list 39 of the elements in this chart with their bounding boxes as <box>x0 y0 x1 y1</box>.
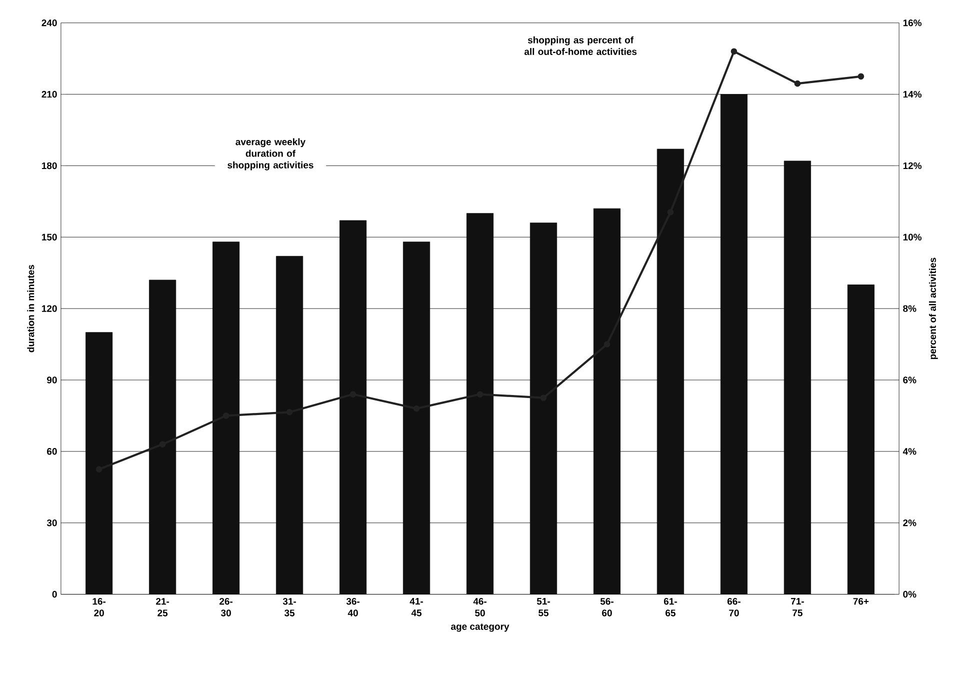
x-tick-label: 16- 20 <box>92 598 106 616</box>
y-tick-label: 90 <box>47 376 57 384</box>
annotation: average weekly duration of shopping activities <box>228 138 314 170</box>
x-axis-title: age category <box>451 623 510 632</box>
y2-tick-label: 10% <box>903 234 922 240</box>
x-tick-label: 76+ <box>853 598 869 605</box>
y2-tick-label: 6% <box>903 376 916 384</box>
y2-tick-label: 2% <box>903 519 916 526</box>
annotation: shopping as percent of all out-of-home activities <box>524 36 637 55</box>
y-tick-label: 180 <box>42 162 57 169</box>
x-tick-label: 41- 45 <box>410 598 423 616</box>
x-tick-label: 36- 40 <box>346 598 360 616</box>
x-tick-label: 66- 70 <box>727 598 740 616</box>
x-tick-label: 21- 25 <box>156 598 170 616</box>
point <box>794 80 801 87</box>
point <box>730 48 738 54</box>
y2-tick-label: 14% <box>903 90 922 98</box>
y2-tick-label: 8% <box>903 305 916 312</box>
y2-tick-label: 12% <box>903 162 922 169</box>
x-tick-label: 51- 55 <box>536 598 550 616</box>
point <box>858 73 864 80</box>
x-tick-label: 46- 50 <box>473 598 486 616</box>
y-axis-title: duration in minutes <box>27 264 34 352</box>
x-tick-label: 26- 30 <box>220 598 233 616</box>
x-tick-label: 56- 60 <box>600 598 614 616</box>
y-tick-label: 0 <box>52 590 57 598</box>
y-tick-label: 30 <box>46 519 57 526</box>
y-tick-label: 210 <box>42 90 57 98</box>
y-tick-label: 60 <box>47 448 57 455</box>
y2-tick-label: 4% <box>902 448 916 455</box>
y2-axis-title: percent of all activities <box>929 258 938 359</box>
x-tick-label: 31- 35 <box>282 598 296 616</box>
y-tick-label: 150 <box>42 234 57 240</box>
x-tick-label: 71- 75 <box>791 598 804 616</box>
y2-tick-label: 16% <box>903 19 922 26</box>
x-tick-label: 61- 65 <box>664 598 677 616</box>
y-tick-label: 120 <box>42 305 57 312</box>
y2-tick-label: 0% <box>903 590 916 598</box>
y-tick-label: 240 <box>42 19 57 26</box>
